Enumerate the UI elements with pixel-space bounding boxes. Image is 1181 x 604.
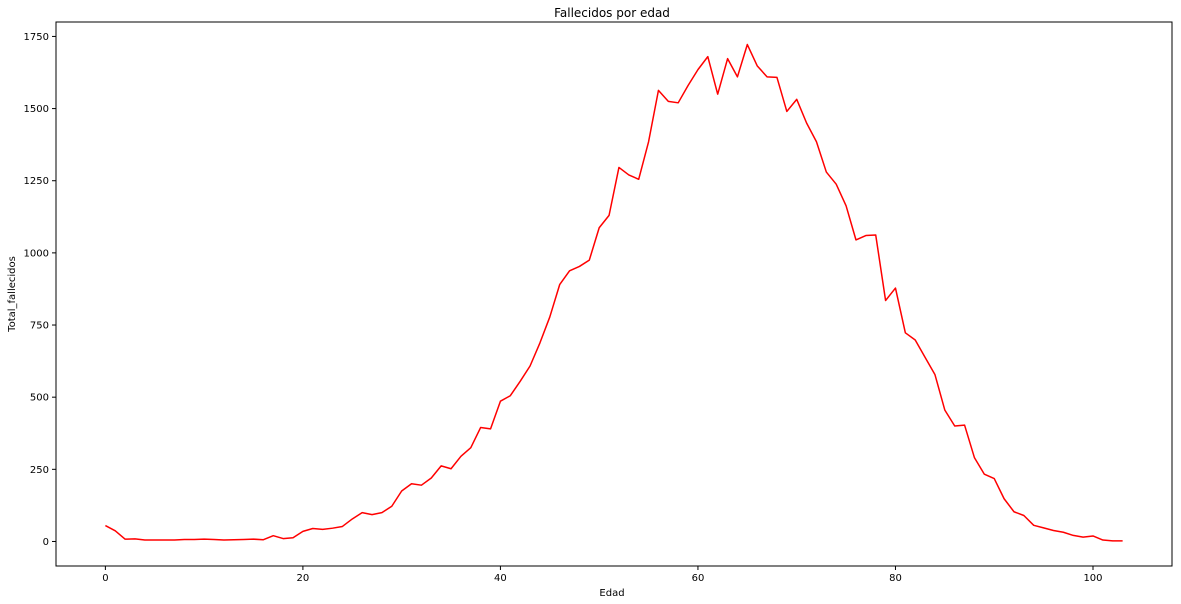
x-tick-label: 40 — [494, 573, 507, 584]
y-axis: 0 250 500 750 1000 1250 1500 1750 — [24, 32, 56, 548]
x-tick-label: 20 — [297, 573, 310, 584]
y-tick-label: 1250 — [24, 176, 49, 187]
y-tick-label: 1750 — [24, 32, 49, 43]
x-tick-label: 60 — [692, 573, 705, 584]
chart-title: Fallecidos por edad — [554, 6, 670, 20]
series-line-total-fallecidos — [105, 43, 1123, 542]
x-tick-label: 80 — [889, 573, 902, 584]
y-tick-label: 1500 — [24, 104, 49, 115]
x-tick-label: 100 — [1083, 573, 1102, 584]
plot-area-frame — [55, 21, 1173, 567]
x-axis-title: Edad — [599, 588, 624, 599]
y-tick-label: 1000 — [24, 248, 49, 259]
y-tick-label: 500 — [30, 393, 49, 404]
y-tick-label: 0 — [43, 537, 49, 548]
y-tick-label: 250 — [30, 465, 49, 476]
x-axis: 0 20 40 60 80 100 — [102, 566, 1103, 584]
y-tick-label: 750 — [30, 321, 49, 332]
x-tick-label: 0 — [102, 573, 108, 584]
y-axis-title: Total_fallecidos — [7, 256, 18, 333]
